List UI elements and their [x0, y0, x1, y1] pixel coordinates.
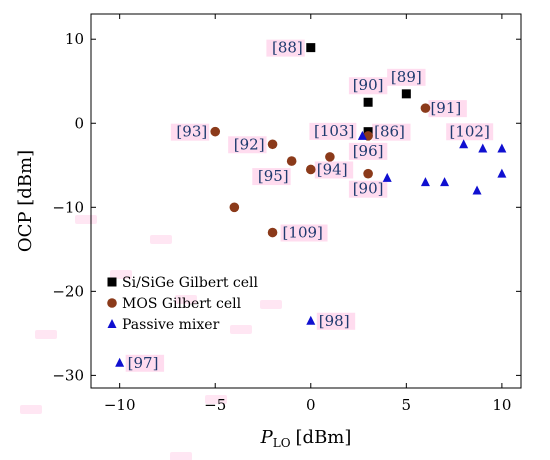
circle-marker [229, 202, 240, 213]
plot-frame [90, 13, 522, 389]
y-tick-label: −30 [52, 366, 84, 384]
legend-triangle-marker [107, 319, 117, 328]
reference-label-background [170, 123, 210, 141]
x-axis-label-subscript: LO [273, 436, 291, 450]
background-artifacts [20, 215, 282, 460]
x-tick-label: −10 [104, 396, 136, 414]
circle-marker [267, 227, 278, 238]
triangle-marker [115, 357, 125, 367]
reference-label-background [314, 161, 354, 179]
triangle-marker [459, 139, 469, 149]
background-artifact [170, 452, 192, 460]
reference-label-background [372, 123, 411, 141]
legend-entry: Passive mixer [122, 317, 220, 333]
reference-labels: [88] [90] [89] [86] [91] [93] [92] [95] [94] [96]… [125, 39, 494, 372]
y-axis-label: OCP [dBm] [15, 150, 36, 252]
legend-entry: MOS Gilbert cell [122, 296, 242, 312]
reference-label: [97] [128, 354, 159, 372]
legend: Si/SiGe Gilbert cell MOS Gilbert cell Pass… [107, 275, 259, 333]
reference-label-background [387, 68, 426, 86]
square-marker [306, 43, 316, 53]
reference-label-background [266, 39, 305, 57]
background-artifact [230, 325, 252, 334]
reference-label: [89] [391, 68, 422, 86]
circle-marker [267, 139, 278, 150]
axis-tick-labels: −10 −5 0 5 10 −30 −20 −10 0 10 [52, 30, 511, 414]
reference-label: [102] [449, 122, 489, 140]
x-tick-label: −5 [204, 396, 226, 414]
y-tick-label: 0 [74, 114, 84, 132]
triangle-marker [357, 130, 367, 140]
reference-label-background [348, 77, 388, 95]
reference-label-background [428, 100, 467, 118]
reference-label: [86] [374, 123, 405, 141]
circle-marker [420, 103, 431, 113]
reference-label-background [280, 224, 328, 242]
triangle-marker [478, 143, 488, 153]
reference-label: [92] [234, 135, 265, 153]
circle-marker [363, 168, 373, 179]
background-artifact [205, 395, 227, 404]
background-artifact [175, 295, 197, 304]
x-tick-label: 10 [492, 396, 511, 414]
y-tick-label: 10 [65, 30, 84, 48]
background-artifact [110, 270, 132, 279]
x-tick-label: 5 [402, 396, 412, 414]
reference-label-background [125, 354, 165, 372]
background-artifact [150, 235, 172, 244]
background-artifact [260, 300, 282, 309]
triangle-marker [497, 143, 507, 153]
reference-label: [94] [317, 160, 348, 178]
legend-square-marker [107, 277, 117, 287]
circle-marker [210, 126, 221, 137]
circle-marker [325, 152, 335, 162]
reference-label: [91] [430, 99, 461, 117]
reference-label: [96] [353, 142, 384, 160]
circle-marker [286, 156, 297, 166]
data-markers [115, 43, 507, 367]
reference-label-background [446, 123, 494, 141]
reference-label-background [348, 142, 388, 160]
x-tick-label: 0 [306, 396, 316, 414]
y-tick-label: −10 [52, 198, 84, 216]
triangle-marker [497, 168, 507, 178]
reference-label: [109] [283, 224, 323, 242]
reference-label: [93] [176, 123, 207, 141]
reference-label: [103] [314, 122, 354, 140]
x-axis-label-unit: [dBm] [296, 427, 352, 448]
square-marker [401, 89, 411, 99]
reference-label: [95] [258, 167, 289, 185]
reference-label-background [228, 136, 267, 154]
circle-marker [305, 164, 316, 175]
x-axis-label: PLO [dBm] [260, 427, 352, 450]
triangle-marker [420, 177, 430, 187]
reference-label: [90] [353, 180, 384, 198]
x-axis-label-main: P [260, 427, 274, 448]
triangle-marker [306, 315, 316, 325]
legend-circle-marker [107, 298, 117, 308]
background-artifact [35, 330, 57, 339]
reference-label-background [316, 312, 356, 330]
reference-label-background [309, 122, 357, 140]
reference-label: [90] [353, 76, 384, 94]
background-artifact [75, 215, 97, 224]
background-artifact [20, 405, 42, 414]
reference-label: [98] [319, 312, 350, 330]
triangle-marker [472, 185, 482, 195]
y-tick-label: −20 [52, 282, 84, 300]
reference-label: [88] [272, 39, 303, 57]
axis-ticks [91, 14, 521, 388]
triangle-marker [440, 177, 450, 187]
square-marker [363, 97, 373, 107]
reference-label-background [252, 168, 291, 186]
legend-entry: Si/SiGe Gilbert cell [122, 275, 259, 291]
reference-label-background [348, 180, 388, 198]
triangle-marker [382, 172, 392, 182]
